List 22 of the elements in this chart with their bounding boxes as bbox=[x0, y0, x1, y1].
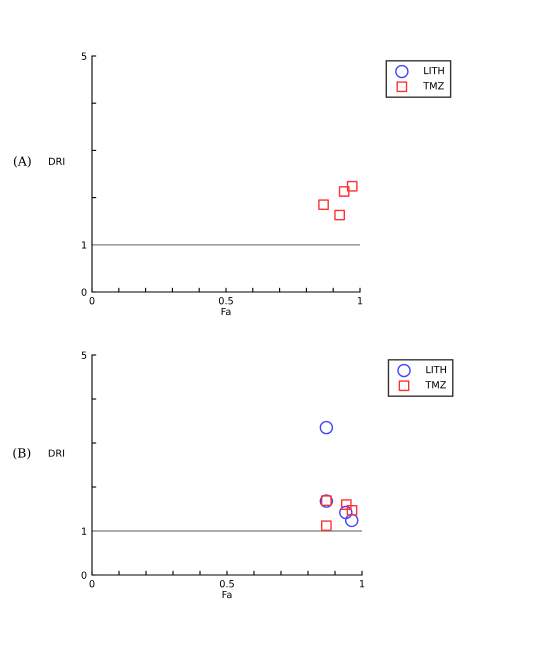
text: (A) bbox=[14, 156, 31, 168]
y-tick-label: 1 bbox=[82, 528, 86, 535]
x-tick-label: 0 bbox=[90, 580, 94, 588]
x-tick-label: 0 bbox=[90, 297, 94, 304]
legend-label: LITH bbox=[424, 66, 444, 74]
x-axis-title: Fa bbox=[222, 590, 232, 598]
y-axis-title: DRI bbox=[49, 158, 64, 165]
text: (B) bbox=[13, 448, 30, 460]
x-tick-label: 0.5 bbox=[218, 297, 233, 304]
x-tick-label: 1 bbox=[358, 297, 362, 304]
x-tick-label: 0.5 bbox=[220, 580, 234, 588]
y-tick-label: 0 bbox=[82, 571, 86, 579]
x-tick-label: 1 bbox=[360, 580, 364, 588]
y-tick-label: 5 bbox=[82, 52, 86, 60]
y-tick-label: 1 bbox=[82, 241, 86, 248]
y-tick-label: 0 bbox=[82, 288, 86, 296]
y-axis-title: DRI bbox=[48, 450, 64, 457]
legend-label: TMZ bbox=[423, 82, 444, 90]
legend-label: TMZ bbox=[425, 381, 446, 388]
legend-label: LITH bbox=[426, 366, 446, 374]
y-tick-label: 5 bbox=[82, 352, 86, 359]
x-axis-title: Fa bbox=[222, 308, 230, 316]
